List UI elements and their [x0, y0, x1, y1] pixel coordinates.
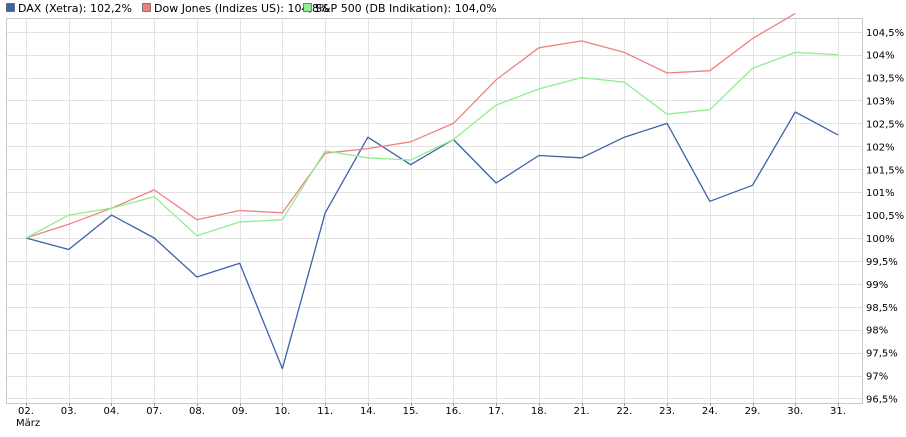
- legend-label: Dow Jones (Indizes US): 104,8%: [154, 2, 329, 15]
- legend-swatch: [303, 3, 312, 12]
- legend-label: DAX (Xetra): 102,2%: [18, 2, 132, 15]
- y-tick-label: 101,5%: [866, 165, 904, 176]
- x-tick-label: 30.: [787, 406, 803, 417]
- legend-swatch: [142, 3, 151, 12]
- x-tick-label: 08.: [189, 406, 205, 417]
- x-tick-label: 29.: [745, 406, 761, 417]
- series-lines: [25, 12, 839, 370]
- x-tick-label: 07.: [146, 406, 162, 417]
- y-tick-label: 96,5%: [866, 394, 898, 405]
- y-tick-label: 104%: [866, 51, 895, 62]
- x-tick-label: 10.: [274, 406, 290, 417]
- x-tick-label: 24.: [702, 406, 718, 417]
- y-tick-label: 97%: [866, 372, 888, 383]
- y-tick-label: 104,5%: [866, 28, 904, 39]
- y-tick-label: 101%: [866, 188, 895, 199]
- series-line-0: [25, 111, 839, 370]
- series-line-2: [25, 51, 839, 239]
- x-tick-label: 03.: [61, 406, 77, 417]
- x-tick-label: 04.: [104, 406, 120, 417]
- legend-label: S&P 500 (DB Indikation): 104,0%: [315, 2, 497, 15]
- y-tick-label: 102%: [866, 142, 895, 153]
- axes: 02. 03. 04. 07. 08. 09. 10. 11. 14. 15. 16. 17. 18. 2…: [16, 28, 904, 429]
- series-line-1: [25, 12, 796, 239]
- x-tick-label: 18.: [531, 406, 547, 417]
- y-tick-label: 102,5%: [866, 119, 904, 130]
- y-tick-label: 103,5%: [866, 74, 904, 85]
- grid: [6, 18, 863, 404]
- y-tick-label: 97,5%: [866, 349, 898, 360]
- x-tick-label: 22.: [616, 406, 632, 417]
- plot-frame: [6, 18, 863, 404]
- x-tick-label: 23.: [659, 406, 675, 417]
- x-tick-label: 31.: [830, 406, 846, 417]
- x-tick-label: 14.: [360, 406, 376, 417]
- x-tick-label: 02.: [18, 406, 34, 417]
- x-tick-label: 17.: [488, 406, 504, 417]
- y-tick-label: 99%: [866, 280, 888, 291]
- x-tick-label: 11.: [317, 406, 333, 417]
- x-tick-label: 09.: [232, 406, 248, 417]
- y-tick-label: 98%: [866, 326, 888, 337]
- y-tick-label: 100%: [866, 234, 895, 245]
- y-tick-label: 99,5%: [866, 257, 898, 268]
- y-tick-label: 103%: [866, 97, 895, 108]
- x-tick-label: 21.: [574, 406, 590, 417]
- legend-swatch: [6, 3, 15, 12]
- y-tick-label: 100,5%: [866, 211, 904, 222]
- legend: DAX (Xetra): 102,2% Dow Jones (Indizes US…: [6, 2, 497, 15]
- y-tick-label: 98,5%: [866, 303, 898, 314]
- x-tick-label: 16.: [445, 406, 461, 417]
- x-tick-label: 15.: [403, 406, 419, 417]
- x-month-label: März: [16, 418, 40, 429]
